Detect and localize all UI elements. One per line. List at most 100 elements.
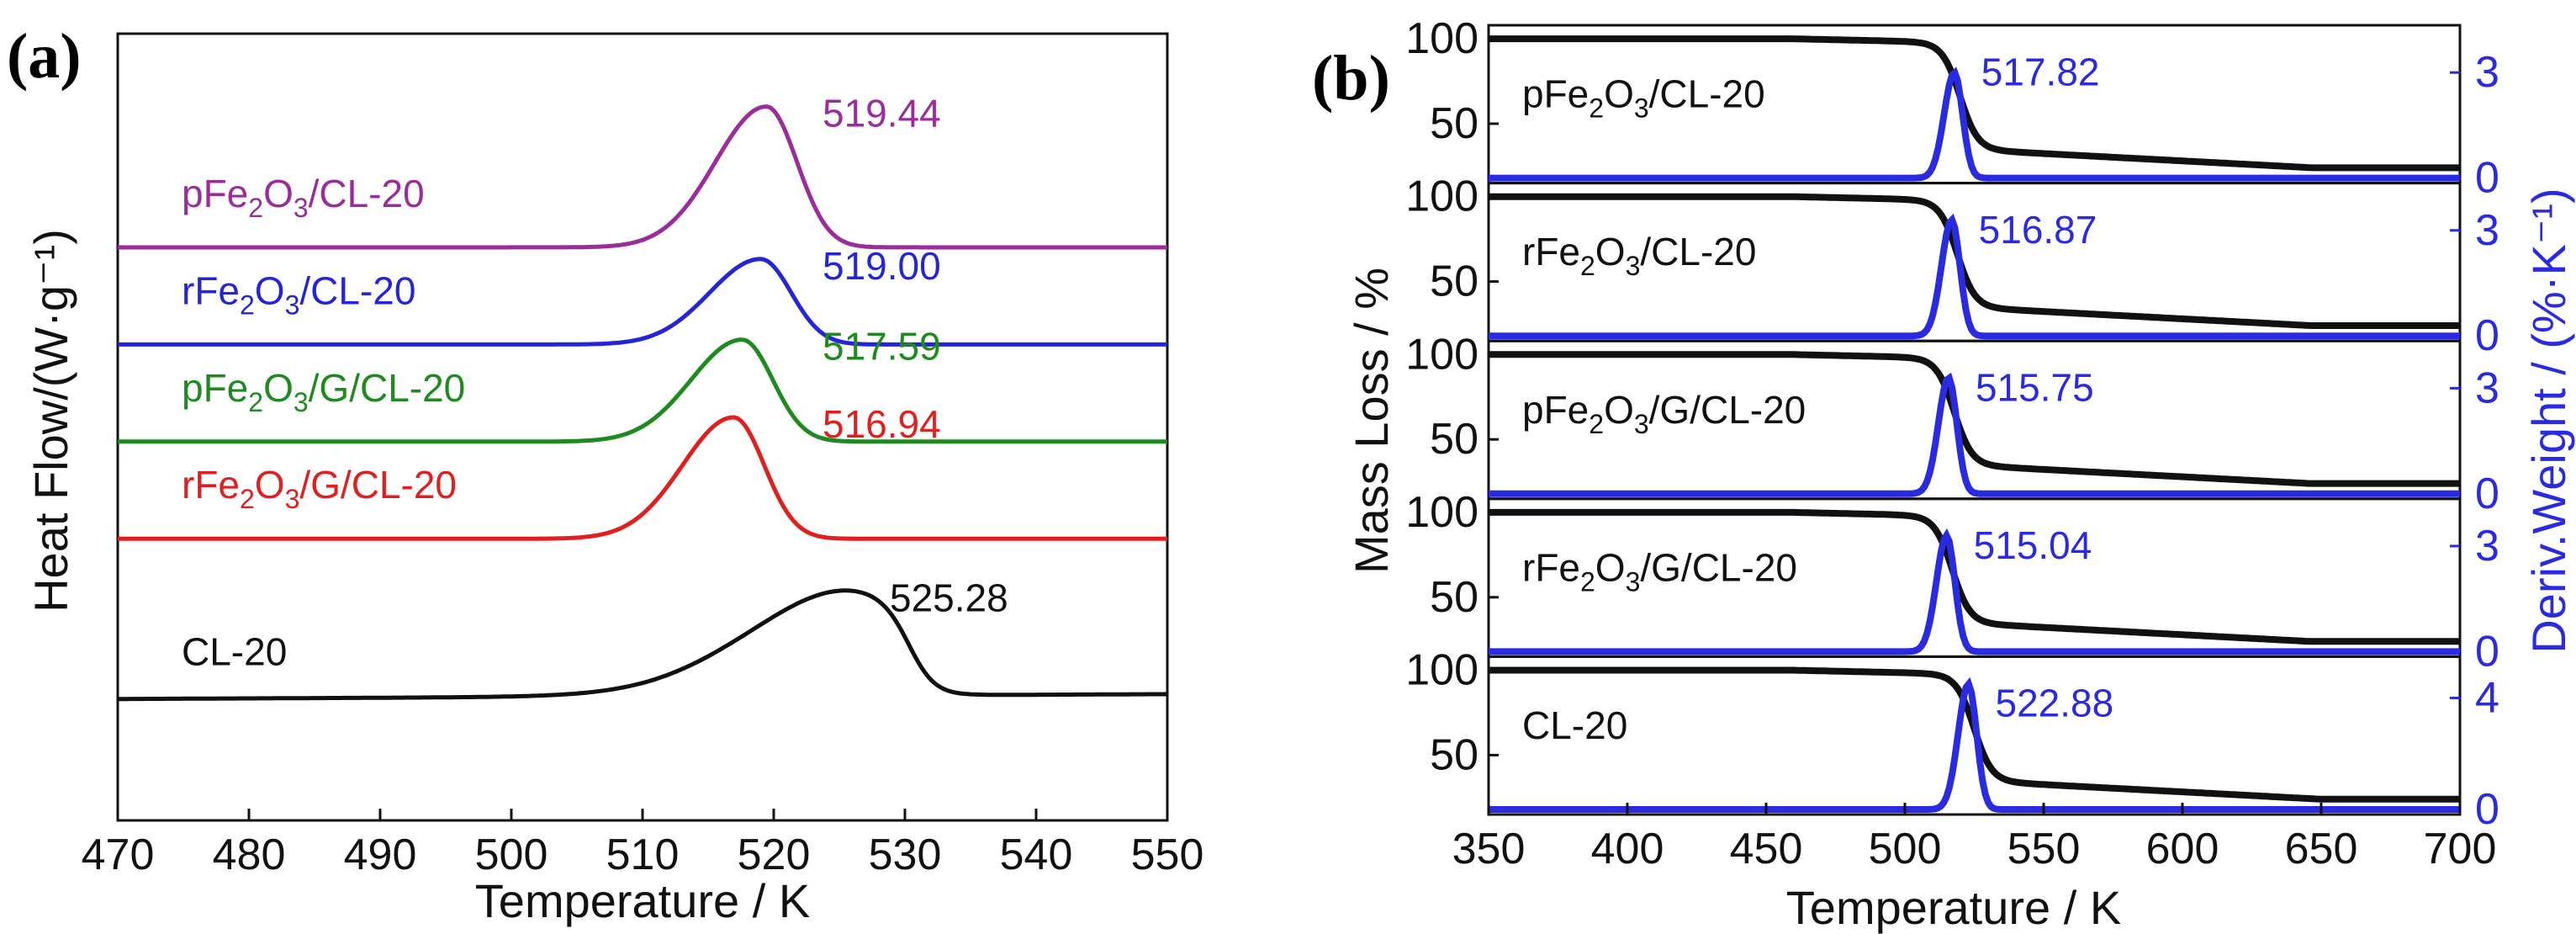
panel-b-left-axis-title: Mass Loss / % [1345,268,1398,574]
panel-b-series-label-part: 3 [1626,566,1641,597]
panel-a-series-label-1-label-main: pFe [182,172,248,215]
panel-a-letter: (a) [7,21,82,92]
panel-b-series-label-part: O [1604,388,1634,432]
panel-a-series-label-1: pFe2O3/CL-20 [182,172,425,223]
panel-b-series-label-2: rFe2O3/CL-20 [1522,230,1756,281]
panel-a-series-label-2-label-main: rFe [182,268,240,312]
panel-b-x-tick-label: 400 [1591,825,1664,873]
panel-b-right-tick-label: 3 [2475,48,2499,97]
panel-b-series-label-part: 2 [1589,409,1604,439]
panel-b-x-axis-title: Temperature / K [1786,881,2121,934]
panel-a-series-label-1-label-sub1: 2 [248,193,263,223]
panel-a-series-label-3-label-end: /G/CL-20 [309,366,466,410]
panel-b-dtg-curve-3 [1489,372,2460,497]
panel-b-left-tick-label: 100 [1405,14,1478,63]
panel-b-dtg-curve-4 [1489,528,2460,655]
panel-b-left-tick-label: 50 [1430,415,1478,464]
panel-a-x-tick-label: 490 [344,831,417,879]
panel-a-peak-label-3: 517.59 [823,325,941,369]
panel-b-series-label-part: /CL-20 [1640,230,1756,273]
panel-b-letter: (b) [1312,43,1390,114]
panel-b-left-tick-label: 100 [1405,646,1478,695]
panel-a-series-label-1-label-sub2: 3 [294,193,309,223]
panel-b-peak-label-4: 515.04 [1974,523,2092,567]
panel-a-series-label-4-label-sub2: 3 [285,484,300,514]
panel-b-series-label-part: pFe [1522,72,1589,116]
panel-a-peak-label-5: 525.28 [890,576,1008,619]
panel-b-x-tick-label: 500 [1869,825,1942,873]
panel-b-left-tick-label: 50 [1430,573,1478,622]
panel-b-right-tick-label: 0 [2475,154,2499,203]
panel-b-series-label-part: /CL-20 [1649,72,1765,116]
panel-b-left-tick-label: 50 [1430,730,1478,779]
panel-a-series-label-4-label-main: rFe [182,463,240,507]
panel-b-x-tick-label: 350 [1452,825,1526,873]
panel-a-series-label-2: rFe2O3/CL-20 [182,268,415,320]
panel-a-x-tick-label: 470 [82,831,155,879]
panel-b-subplot-frame [1487,655,2462,816]
panel-b-x-tick-label: 550 [2007,825,2081,873]
panel-b-series-label-part: 3 [1634,409,1649,439]
panel-b-tga-curve-3 [1489,351,2460,487]
panel-b-dtg-curve-2 [1489,213,2460,340]
panel-b-left-tick-label: 50 [1430,99,1478,148]
panel-a-x-tick-label: 530 [869,831,942,879]
panel-b-series-label-part: 3 [1626,251,1641,281]
panel-a-curve-5 [118,588,1168,702]
panel-a-x-tick-label: 500 [475,831,548,879]
panel-a-x-tick-label: 520 [738,831,811,879]
panel-a-curve-3 [118,337,1167,444]
panel-a-x-tick-label: 540 [1000,831,1073,879]
panel-a-series-label-2-label-sub1: 2 [240,289,255,320]
panel-b-subplot-3: 100 50 3 0 pFe2O3/G/CL-20 515.75 [1405,330,2499,517]
panel-b-left-tick-label: 100 [1405,330,1478,379]
panel-b-series-label-part: /G/CL-20 [1649,388,1806,432]
panel-b-x-tick-label: 700 [2424,825,2497,873]
panel-a-series-labels: pFe2O3/CL-20519.44rFe2O3/CL-20519.00pFe2… [182,92,1008,674]
panel-b-subplot-5: 100 50 4 0 CL-20 522.88 [1405,646,2499,834]
panel-b-series-label-5: CL-20 [1522,703,1627,747]
panel-a-series-label-4-label-end: /G/CL-20 [299,463,457,507]
panel-a-x-axis-title: Temperature / K [475,874,810,927]
panel-b-left-tick-label: 100 [1405,488,1478,537]
panel-b-peak-label-3: 515.75 [1976,365,2094,409]
panel-b-right-tick-label: 0 [2475,311,2499,360]
panel-a-series-label-3-label-sub2: 3 [294,387,309,417]
panel-a-x-tick-label: 550 [1131,831,1204,879]
panel-b-right-axis-title: Deriv.Weight / (%·K⁻¹) [2522,188,2575,653]
panel-b-dtg-curve-5 [1489,677,2460,813]
panel-b-peak-label-5: 522.88 [1996,682,2114,725]
panel-b-right-tick-label: 0 [2475,470,2499,518]
panel-b-x-tick-label: 650 [2285,825,2358,873]
panel-a-series-label-3-label-sub1: 2 [248,387,263,417]
panel-b-series-label-part: 2 [1589,93,1604,124]
panel-b-tga-curve-2 [1489,193,2460,329]
panel-b-series-label-part: rFe [1522,545,1580,589]
panel-a-series-label-4-label-sub1: 2 [240,484,255,514]
panel-a-series-label-2-label-sub2: 3 [285,289,300,320]
panel-b-right-tick-label: 4 [2475,673,2499,722]
panel-b-x-tick-label: 450 [1730,825,1803,873]
panel-b-series-label-part: 2 [1580,566,1595,597]
panel-b-series-label-3: pFe2O3/G/CL-20 [1522,388,1806,439]
panel-a-x-tick-label: 480 [213,831,286,879]
panel-b-series-label-part: O [1604,72,1634,116]
panel-a-curve-1 [118,104,1167,250]
panel-b-series-label-part: O [1595,545,1626,589]
panel-b-left-tick-label: 50 [1430,257,1478,306]
panel-a-series-label-5-label-main: CL-20 [182,630,287,674]
panel-a-series-label-3: pFe2O3/G/CL-20 [182,366,465,417]
panel-a-curve-4 [118,415,1167,541]
panel-b-right-tick-label: 3 [2475,206,2499,255]
panel-b-right-tick-label: 0 [2475,785,2499,834]
panel-b-series-label-4: rFe2O3/G/CL-20 [1522,545,1797,597]
panel-a-series-label-5: CL-20 [182,630,287,674]
panel-a-series-label-3-label-mid: O [263,366,294,410]
panel-a-series-label-2-label-mid: O [255,268,285,312]
panel-b-left-tick-label: 100 [1405,172,1478,221]
panel-b-dtg-curve-1 [1489,66,2460,182]
